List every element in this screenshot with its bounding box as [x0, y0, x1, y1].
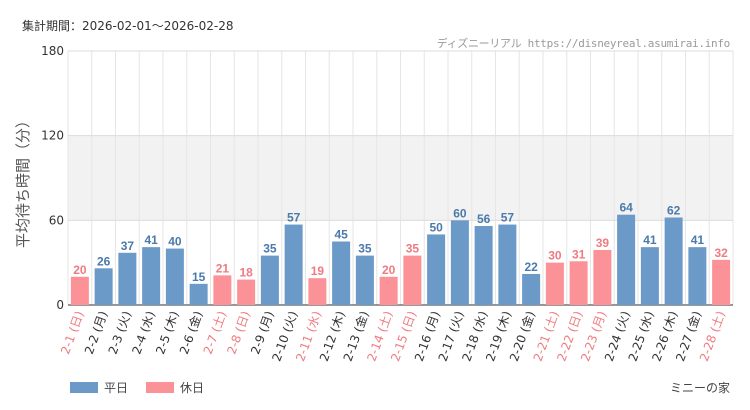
- y-tick-label: 0: [56, 298, 64, 312]
- data-label: 35: [263, 242, 277, 256]
- data-label: 41: [643, 233, 657, 247]
- data-label: 41: [691, 233, 705, 247]
- bar: [427, 234, 446, 305]
- bar: [450, 220, 469, 305]
- bar: [260, 255, 279, 305]
- data-label: 37: [121, 239, 135, 253]
- bar: [664, 217, 683, 305]
- data-label: 39: [596, 236, 610, 250]
- data-label: 31: [572, 247, 586, 261]
- data-label: 22: [524, 260, 538, 274]
- bar: [94, 268, 113, 305]
- bar: [640, 247, 659, 305]
- bar: [617, 214, 636, 305]
- data-label: 32: [714, 246, 728, 260]
- data-label: 19: [311, 264, 325, 278]
- footer-name: ミニーの家: [669, 381, 730, 395]
- data-label: 45: [334, 228, 348, 242]
- bar: [118, 252, 137, 305]
- data-label: 21: [216, 261, 230, 275]
- legend-holiday-swatch: [146, 382, 175, 393]
- data-label: 57: [501, 211, 515, 225]
- legend: 平日 休日: [70, 379, 204, 396]
- bar: [712, 259, 731, 305]
- period-label: 集計期間：2026-02-01～2026-02-28: [22, 19, 234, 33]
- bar: [189, 283, 208, 305]
- legend-holiday-label: 休日: [180, 381, 205, 395]
- bar: [332, 241, 351, 305]
- bar: [355, 255, 374, 305]
- bar: [688, 247, 707, 305]
- data-label: 41: [144, 233, 158, 247]
- bar: [213, 275, 232, 305]
- y-tick-label: 120: [41, 129, 64, 143]
- bar: [593, 249, 612, 305]
- data-label: 56: [477, 212, 491, 226]
- data-label: 40: [168, 235, 182, 249]
- data-label: 62: [667, 204, 681, 218]
- bar: [403, 255, 422, 305]
- bar: [308, 278, 327, 305]
- data-label: 26: [97, 254, 111, 268]
- data-label: 20: [382, 263, 396, 277]
- data-label: 20: [73, 263, 87, 277]
- bar: [474, 225, 493, 305]
- bar: [545, 262, 564, 305]
- data-label: 30: [548, 249, 562, 263]
- data-label: 60: [453, 206, 467, 220]
- data-label: 35: [358, 242, 372, 256]
- data-label: 18: [239, 266, 253, 280]
- bar: [70, 276, 89, 305]
- bar: [237, 279, 256, 305]
- legend-holiday: 休日: [146, 379, 204, 396]
- bar: [165, 248, 184, 305]
- bar: [522, 273, 541, 305]
- data-label: 64: [619, 201, 633, 215]
- legend-weekday-label: 平日: [104, 381, 129, 395]
- site-credit: ディズニーリアル https://disneyreal.asumirai.inf…: [436, 37, 731, 50]
- bar: [569, 261, 588, 305]
- data-label: 50: [429, 220, 443, 234]
- bar: [498, 224, 517, 305]
- y-tick-label: 60: [49, 213, 64, 227]
- data-label: 57: [287, 211, 301, 225]
- bar: [379, 276, 398, 305]
- data-label: 35: [406, 242, 420, 256]
- data-label: 15: [192, 270, 206, 284]
- bar: [142, 247, 161, 305]
- bar: [284, 224, 303, 305]
- y-tick-label: 180: [41, 44, 64, 58]
- legend-weekday: 平日: [70, 379, 128, 396]
- legend-weekday-swatch: [70, 382, 98, 393]
